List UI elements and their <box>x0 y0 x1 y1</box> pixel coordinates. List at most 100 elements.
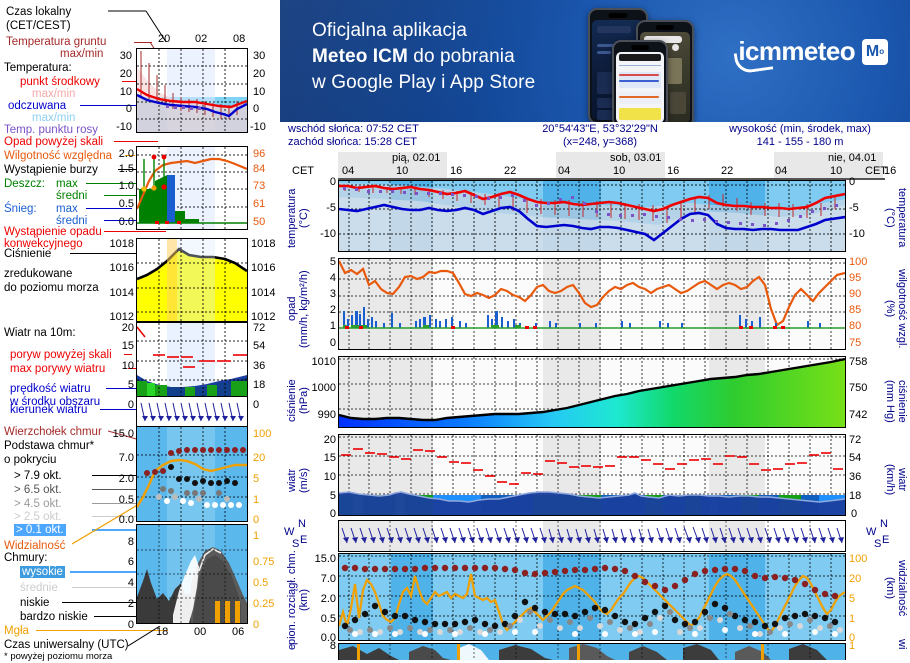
legend-leader-cl-high <box>70 571 166 573</box>
legend-cl-high: wysokie <box>20 566 65 578</box>
legend-tick-vis-r-1: 1 <box>253 530 260 542</box>
phone-notch-icon-2 <box>655 25 675 30</box>
compass-left: N W E S <box>284 518 310 554</box>
yt-precip-l-0: 0 <box>329 337 336 349</box>
yt-wind-r-36: 36 <box>849 471 862 483</box>
banner-app-name: Meteo ICM <box>312 46 408 67</box>
compass-s-right: S <box>874 538 882 550</box>
grid-point-text: (x=248, y=368) <box>563 136 637 148</box>
legend-tick-wind-l-10: 10 <box>121 360 134 372</box>
legend-tick-temp-r-30: 30 <box>253 50 266 62</box>
legend-snow-avg: średni <box>56 215 88 227</box>
legend-precip-over: Opad powyżej skali <box>4 136 104 148</box>
legend-mini-chart-clouds <box>136 426 248 522</box>
app-promo-banner[interactable]: Oficjalna aplikacja Meteo ICM do pobrani… <box>280 0 910 122</box>
chart-panel-pressure <box>338 356 846 428</box>
legend-leader-rain-avg <box>104 195 158 196</box>
legend-tick-precip-r-61: 61 <box>253 198 266 210</box>
legend-tick-press-r-1012: 1012 <box>251 311 276 323</box>
legend-rain-max: max <box>56 178 78 190</box>
cloud-layers-svg <box>339 644 845 660</box>
legend-temp-felt-maxmin: max/min <box>32 112 76 124</box>
yt-press-r-758: 758 <box>849 356 868 368</box>
legend-dewpoint: Temp. punktu rosy <box>4 124 98 136</box>
banner-line-1: Oficjalna aplikacja <box>312 20 468 41</box>
precip-humidity-chart-svg <box>339 259 845 349</box>
ylabel-temperature-right: temperatura (°C) <box>884 188 908 248</box>
time-day-2: nie, 04.01 <box>828 152 877 164</box>
legend-pressure-2: zredukowane <box>4 268 73 280</box>
legend-temp-title: Temperatura: <box>4 62 72 74</box>
yt-wind-r-18: 18 <box>849 490 862 502</box>
legend-okt-79: > 7.9 okt. <box>14 470 62 482</box>
yt-wind-l-10: 10 <box>323 471 336 483</box>
yt-wind-r-72: 72 <box>849 434 862 446</box>
ylabel-cloudlayers-right: wi <box>896 638 908 650</box>
legend-humidity: Wilgotność względna <box>4 150 113 162</box>
legend-tick-vis-l-4: 4 <box>127 577 134 589</box>
legend-leader-cl-low <box>62 602 168 603</box>
ylabel-precip-left: opad (mm/h, kg/m²/h) <box>286 270 310 348</box>
sunset-text: zachód słońca: 15:28 CET <box>288 136 418 148</box>
clouds-visibility-svg <box>339 554 845 640</box>
legend-tick-wind-r-72: 72 <box>253 322 266 334</box>
yt-hum-r-85: 85 <box>849 304 862 316</box>
legend-mini-hour-20: 20 <box>158 33 171 45</box>
legend-leader-snow-avg <box>104 220 140 221</box>
brand-m-sup: o <box>879 47 885 56</box>
legend-okt-65: > 6.5 okt. <box>14 484 62 496</box>
yt-temp-l-0: 0 <box>329 176 336 188</box>
legend-tick-wind-l-15: 15 <box>121 340 134 352</box>
legend-cl-low: niskie <box>20 597 50 609</box>
time-hour-10: 16 <box>884 165 897 177</box>
legend-utc: Czas uniwersalny (UTC) <box>4 639 129 651</box>
brand-m-letter: M <box>865 42 880 60</box>
yt-vis-r-20: 20 <box>849 573 862 585</box>
legend-tick-vis-r-025: 0.25 <box>253 598 275 610</box>
chart-panel-cloud-layers <box>338 643 846 660</box>
yt-precip-l-3: 3 <box>329 288 336 300</box>
legend-tick-wind-l-20: 20 <box>121 322 134 334</box>
time-hour-8: 04 <box>775 165 788 177</box>
legend-wind-speed-1: prędkość wiatru <box>10 383 91 395</box>
temperature-chart-svg <box>339 181 845 251</box>
legend-tick-cloud-r-100: 100 <box>253 428 272 440</box>
yt-precip-l-5: 5 <box>329 256 336 268</box>
legend-tick-cloud-l-00: 0.0 <box>118 514 134 526</box>
legend-tick-vis-l-8: 8 <box>127 536 134 548</box>
legend-tick-temp-r-0: 0 <box>253 103 260 115</box>
chart-panel-wind <box>338 434 846 516</box>
yt-vis-r-100: 100 <box>849 553 868 565</box>
legend-temp-felt: odczuwana <box>8 100 67 112</box>
legend-pressure-3: do poziomu morza <box>4 282 99 294</box>
legend-leader-wind-dir <box>100 409 162 410</box>
time-shade-1 <box>556 152 665 180</box>
legend-mini-precip-svg <box>137 147 247 229</box>
legend-tick-cloud-l-150: 15.0 <box>112 428 134 440</box>
ylabel-pressure-left: ciśnienie (hPa) <box>286 379 310 423</box>
legend-leader-rain-max <box>86 183 158 184</box>
legend-tick-vis-r-075: 0.75 <box>253 556 275 568</box>
legend-leader-fog <box>36 630 168 631</box>
legend-mini-hour-18: 18 <box>156 626 169 638</box>
legend-tick-precip-l-05: 0.5 <box>118 198 134 210</box>
legend-leader-temp-felt <box>80 105 170 106</box>
phone-notch-icon <box>608 13 628 18</box>
legend-cloud-base-2: o pokryciu <box>4 454 57 466</box>
legend-tick-cloud-l-20: 2.0 <box>118 473 134 485</box>
legend-mini-wind-svg <box>137 323 247 405</box>
legend-time-local-l1: Czas lokalny <box>6 6 72 18</box>
time-hour-6: 16 <box>667 165 680 177</box>
legend-footnote: * powyżej poziomu morza <box>4 651 113 662</box>
yt-hum-r-80: 80 <box>849 320 862 332</box>
legend-leader-precip-over <box>114 141 158 142</box>
legend-cloud-top: Wierzchołek chmur <box>4 426 102 438</box>
legend-tick-wind-r-0: 0 <box>253 399 260 411</box>
ylabel-humidity-right: wilgotność wzgl. (%) <box>884 269 908 349</box>
legend-time-local-l2: (CET/CEST) <box>6 20 71 32</box>
legend-tick-precip-r-50: 50 <box>253 216 266 228</box>
time-shade-0 <box>338 152 447 180</box>
time-axis-cet-right: CET <box>865 165 887 177</box>
chart-panel-wind-direction <box>338 520 846 552</box>
phone-notch-icon-3 <box>631 45 649 50</box>
